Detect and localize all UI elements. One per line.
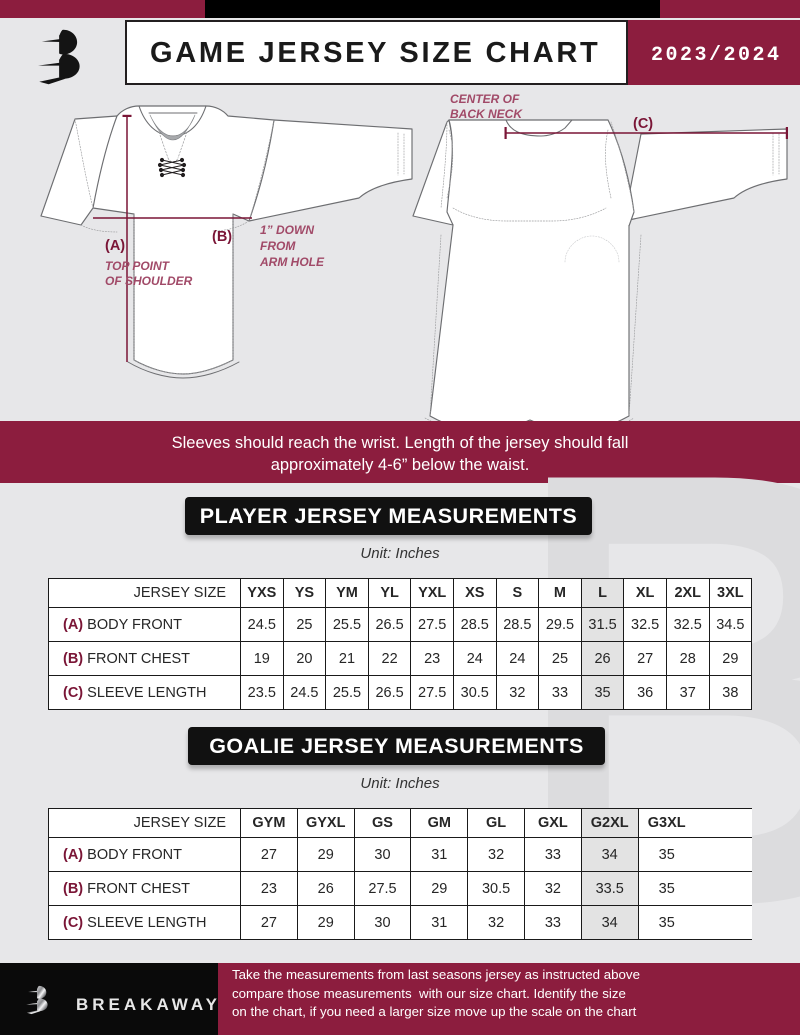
svg-text:OF SHOULDER: OF SHOULDER <box>105 274 193 288</box>
svg-text:ARM HOLE: ARM HOLE <box>259 255 325 269</box>
svg-text:TOP POINT: TOP POINT <box>105 259 171 273</box>
svg-text:1” DOWN: 1” DOWN <box>260 223 314 237</box>
svg-text:FROM: FROM <box>260 239 296 253</box>
svg-text:(B): (B) <box>212 229 232 245</box>
svg-text:(A): (A) <box>105 238 125 254</box>
svg-text:(C): (C) <box>633 116 653 132</box>
